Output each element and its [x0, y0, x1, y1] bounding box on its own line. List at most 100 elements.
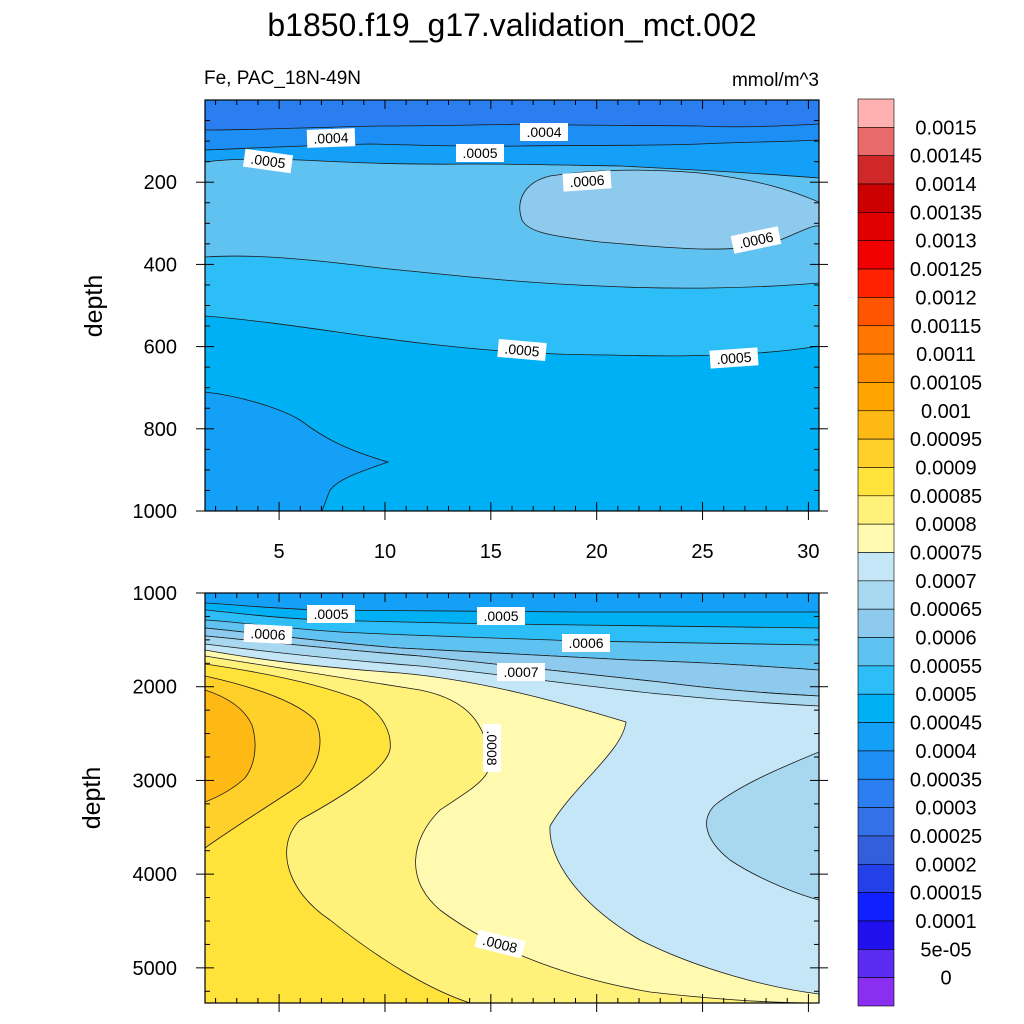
- colorbar-swatch: [857, 410, 895, 440]
- colorbar-swatch: [857, 212, 895, 242]
- colorbar-swatch: [857, 552, 895, 582]
- contour-label: .0004: [526, 124, 561, 140]
- colorbar-label: 0.0006: [915, 628, 976, 650]
- colorbar-swatch: [857, 892, 895, 922]
- colorbar-label: 0.00095: [910, 429, 982, 451]
- colorbar-swatch: [857, 835, 895, 865]
- x-tick-label: 10: [374, 541, 396, 563]
- contour-label: .0005: [250, 151, 287, 172]
- colorbar-swatch: [857, 353, 895, 383]
- colorbar-swatch: [857, 297, 895, 327]
- band-deep-low: [205, 391, 390, 511]
- colorbar-label: 0.00015: [910, 883, 982, 905]
- colorbar-label: 0.0011: [916, 344, 976, 366]
- colorbar-label: 0.0015: [915, 117, 976, 139]
- contour-label: .0006: [569, 172, 605, 190]
- x-tick-label: 20: [586, 541, 608, 563]
- x-tick-label: 15: [480, 541, 502, 563]
- y-tick-label: 2000: [133, 677, 178, 699]
- colorbar-label: 0.00025: [910, 826, 982, 848]
- x-tick-label: 25: [691, 541, 713, 563]
- colorbar-label: 0.0012: [915, 287, 976, 309]
- colorbar-swatch: [857, 523, 895, 553]
- colorbar-label: 5e-05: [920, 939, 971, 961]
- upper-contour-labels: .0004 .0004 .0005 .0005 .0006 .0006 .000…: [242, 123, 782, 369]
- colorbar-swatch: [857, 949, 895, 978]
- y-tick-label: 800: [144, 419, 177, 441]
- colorbar: 0.0015 0.00145 0.0014 0.00135 0.0013 0.00125 0…: [857, 98, 982, 1007]
- colorbar-label: 0.00075: [910, 543, 982, 565]
- y-tick-label: 1000: [133, 501, 178, 523]
- colorbar-swatch: [857, 467, 895, 497]
- colorbar-label: 0.0004: [915, 741, 976, 763]
- contour-label: .0005: [483, 608, 518, 624]
- contour-label: .0006: [250, 625, 286, 643]
- contour-label: .0005: [313, 606, 348, 622]
- colorbar-swatch: [857, 438, 895, 468]
- y-tick-label: 200: [144, 172, 177, 194]
- colorbar-label: 0.0014: [915, 174, 976, 196]
- y-tick-label: 5000: [133, 958, 178, 980]
- colorbar-label: 0.0003: [915, 798, 976, 820]
- colorbar-label: 0.00035: [910, 769, 982, 791]
- colorbar-label: 0.00145: [910, 146, 982, 168]
- colorbar-swatch: [857, 693, 895, 723]
- y-tick-label: 3000: [133, 770, 178, 792]
- x-tick-label: 5: [274, 541, 285, 563]
- lower-contour-fill: [205, 593, 819, 1003]
- variable-region-label: Fe, PAC_18N-49N: [204, 68, 361, 89]
- colorbar-swatch: [857, 240, 895, 270]
- colorbar-swatch: [857, 382, 895, 412]
- colorbar-swatch: [857, 863, 895, 893]
- colorbar-label: 0.0013: [915, 231, 976, 253]
- colorbar-swatch: [857, 183, 895, 213]
- lower-panel: 1000 2000 3000 4000 5000 depth .0005 .0005 .…: [78, 583, 828, 1012]
- upper-y-axis-label: depth: [80, 275, 108, 338]
- units-label: mmol/m^3: [732, 70, 819, 91]
- colorbar-label: 0.00115: [911, 316, 982, 338]
- upper-panel: 5 10 15 20 25 30 200 400 600 800 1000 depth .0004 …: [80, 99, 828, 563]
- band-0.001: [205, 689, 256, 803]
- colorbar-label: 0.0002: [915, 854, 976, 876]
- colorbar-label: 0: [940, 968, 951, 990]
- contour-label: .0005: [504, 341, 541, 360]
- contour-label: .0005: [716, 349, 752, 367]
- upper-contour-fill: [205, 100, 819, 511]
- colorbar-label: 0.00135: [910, 202, 982, 224]
- colorbar-label: 0.0005: [915, 684, 976, 706]
- colorbar-swatch: [857, 920, 895, 950]
- upper-axis-ticks: 5 10 15 20 25 30 200 400 600 800 1000: [133, 99, 828, 563]
- contour-label: .0005: [462, 145, 497, 161]
- colorbar-label: 0.0008: [915, 514, 976, 536]
- colorbar-swatch: [857, 268, 895, 298]
- colorbar-label: 0.0009: [915, 457, 976, 479]
- colorbar-swatch: [857, 580, 895, 610]
- contour-label: .0006: [737, 228, 775, 251]
- colorbar-swatch: [857, 977, 895, 1007]
- y-tick-label: 4000: [133, 864, 178, 886]
- colorbar-label: 0.00125: [910, 259, 982, 281]
- contour-label: .0007: [503, 664, 538, 680]
- colorbar-swatch: [857, 778, 895, 808]
- y-tick-label: 600: [144, 337, 177, 359]
- colorbar-label: 0.001: [921, 401, 971, 423]
- colorbar-label: 0.00055: [910, 656, 982, 678]
- chart-title: b1850.f19_g17.validation_mct.002: [267, 7, 756, 43]
- lower-y-axis-label: depth: [78, 767, 106, 830]
- contour-label: .0006: [568, 635, 603, 651]
- colorbar-swatch: [857, 98, 895, 128]
- colorbar-swatch: [857, 722, 895, 752]
- band-0.0007-pocket: [706, 751, 819, 901]
- colorbar-label: 0.00065: [910, 599, 982, 621]
- colorbar-label: 0.0001: [915, 911, 976, 933]
- colorbar-swatch: [857, 495, 895, 525]
- colorbar-swatch: [857, 325, 895, 355]
- contour-label: .0008: [484, 730, 500, 765]
- colorbar-label: 0.00085: [910, 486, 982, 508]
- colorbar-swatch: [857, 155, 895, 185]
- colorbar-swatch: [857, 127, 895, 156]
- x-tick-label: 30: [797, 541, 819, 563]
- colorbar-swatch: [857, 750, 895, 780]
- y-tick-label: 1000: [133, 583, 178, 605]
